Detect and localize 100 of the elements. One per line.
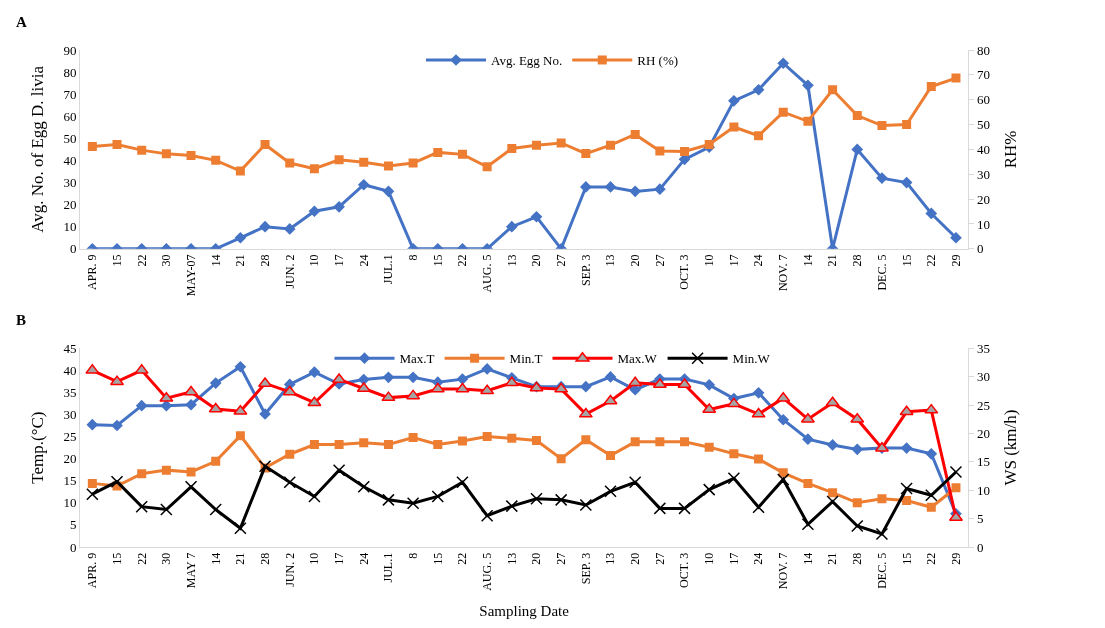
- x-tick-label: 20: [529, 552, 544, 565]
- y2-tick-label: 15: [976, 454, 990, 470]
- legend-label: RH (%): [637, 53, 679, 69]
- y-tick-label: 35: [63, 384, 77, 400]
- y2-tick-label: 25: [976, 397, 990, 413]
- x-tick-label: JUL.1: [381, 254, 396, 285]
- y-tick-label: 20: [63, 197, 77, 213]
- y-tick-label: 30: [63, 407, 77, 423]
- x-tick-label: 13: [504, 552, 519, 565]
- x-tick-label: 15: [109, 552, 124, 565]
- x-tick-label: JUN. 2: [282, 254, 297, 289]
- y-tick-label: 60: [63, 108, 77, 124]
- x-tick-label: 14: [208, 552, 223, 565]
- y2-tick-label: 5: [976, 511, 984, 527]
- x-tick-label: 28: [850, 552, 865, 565]
- x-tick-label: 8: [406, 254, 421, 261]
- y2-tick-label: 35: [976, 340, 990, 356]
- x-tick-label: 24: [751, 254, 766, 267]
- x-tick-label: OCT. 3: [677, 552, 692, 588]
- y2-tick-label: 20: [976, 425, 990, 441]
- x-tick-label: 10: [702, 254, 717, 267]
- y2-tick-label: 40: [976, 141, 990, 157]
- x-tick-label: 28: [257, 254, 272, 267]
- legend-label: Min.W: [732, 351, 771, 367]
- y-tick-label: 90: [63, 42, 77, 58]
- y-tick-label: 20: [63, 451, 77, 467]
- y2-tick-label: 60: [976, 92, 990, 108]
- x-tick-label: APR. 9: [85, 552, 100, 589]
- x-tick-label: 15: [109, 254, 124, 267]
- x-tick-label: 24: [356, 254, 371, 267]
- y-tick-label: 10: [63, 495, 77, 511]
- y-axis-title: Temp.(°C): [27, 411, 47, 484]
- x-tick-label: 22: [455, 552, 470, 565]
- x-tick-label: 13: [504, 254, 519, 267]
- x-tick-label: 29: [948, 254, 963, 267]
- legend-label: Max.W: [617, 351, 658, 367]
- legend-label: Avg. Egg No.: [491, 53, 563, 69]
- x-tick-label: 24: [356, 552, 371, 565]
- x-tick-label: 17: [726, 552, 741, 565]
- y2-tick-label: 0: [976, 539, 984, 555]
- legend-label: Min.T: [509, 351, 543, 367]
- y-tick-label: 30: [63, 175, 77, 191]
- x-tick-label: 30: [159, 552, 174, 565]
- y2-axis-title: RH%: [1001, 130, 1021, 169]
- x-tick-label: 22: [134, 254, 149, 267]
- x-tick-label: 30: [159, 254, 174, 267]
- y2-tick-label: 30: [976, 369, 990, 385]
- x-tick-label: APR. 9: [85, 254, 100, 290]
- y-tick-label: 45: [63, 340, 77, 356]
- x-tick-label: 29: [948, 552, 963, 565]
- y2-tick-label: 0: [976, 241, 984, 257]
- y-tick-label: 0: [69, 539, 77, 555]
- x-tick-label: JUL.1: [381, 552, 396, 583]
- x-tick-label: 20: [628, 254, 643, 267]
- x-tick-label: 27: [652, 254, 667, 267]
- x-tick-label: AUG. 5: [480, 254, 495, 293]
- x-tick-label: SEP. 3: [578, 552, 593, 585]
- chart-title: B: [16, 312, 27, 328]
- x-tick-label: DEC. 5: [874, 552, 889, 589]
- x-tick-label: 17: [726, 254, 741, 267]
- y2-tick-label: 30: [976, 166, 990, 182]
- y2-tick-label: 10: [976, 482, 990, 498]
- y-tick-label: 80: [63, 64, 77, 80]
- x-tick-label: 10: [702, 552, 717, 565]
- x-tick-label: 22: [134, 552, 149, 565]
- y2-tick-label: 50: [976, 117, 990, 133]
- x-tick-label: 21: [825, 552, 840, 565]
- x-tick-label: MAY-07: [183, 254, 198, 297]
- x-tick-label: 28: [850, 254, 865, 267]
- y-axis-title: Avg. No. of Egg D. livia: [27, 65, 47, 233]
- y2-tick-label: 10: [976, 216, 990, 232]
- x-tick-label: 20: [529, 254, 544, 267]
- x-tick-label: 21: [825, 254, 840, 267]
- x-tick-label: OCT. 3: [677, 254, 692, 290]
- x-tick-label: 17: [331, 254, 346, 267]
- x-tick-label: JUN. 2: [282, 552, 297, 587]
- x-tick-label: 15: [430, 254, 445, 267]
- x-tick-label: 22: [924, 552, 939, 565]
- y-tick-label: 10: [63, 219, 77, 235]
- x-tick-label: 13: [603, 254, 618, 267]
- x-tick-label: 24: [751, 552, 766, 565]
- y-tick-label: 40: [63, 152, 77, 168]
- x-tick-label: 21: [233, 552, 248, 565]
- x-tick-label: 10: [307, 552, 322, 565]
- x-tick-label: 27: [554, 254, 569, 267]
- x-tick-label: MAY 7: [183, 552, 198, 589]
- x-tick-label: SEP. 3: [578, 254, 593, 286]
- x-tick-label: 17: [331, 552, 346, 565]
- x-tick-label: 20: [628, 552, 643, 565]
- x-tick-label: 22: [455, 254, 470, 267]
- x-tick-label: AUG. 5: [480, 552, 495, 591]
- x-tick-label: 21: [233, 254, 248, 267]
- x-tick-label: 28: [257, 552, 272, 565]
- y2-tick-label: 80: [976, 42, 990, 58]
- y2-tick-label: 70: [976, 67, 990, 83]
- y-tick-label: 50: [63, 130, 77, 146]
- y-tick-label: 5: [69, 517, 77, 533]
- x-tick-label: 14: [800, 552, 815, 565]
- x-tick-label: 15: [430, 552, 445, 565]
- x-tick-label: NOV. 7: [776, 552, 791, 590]
